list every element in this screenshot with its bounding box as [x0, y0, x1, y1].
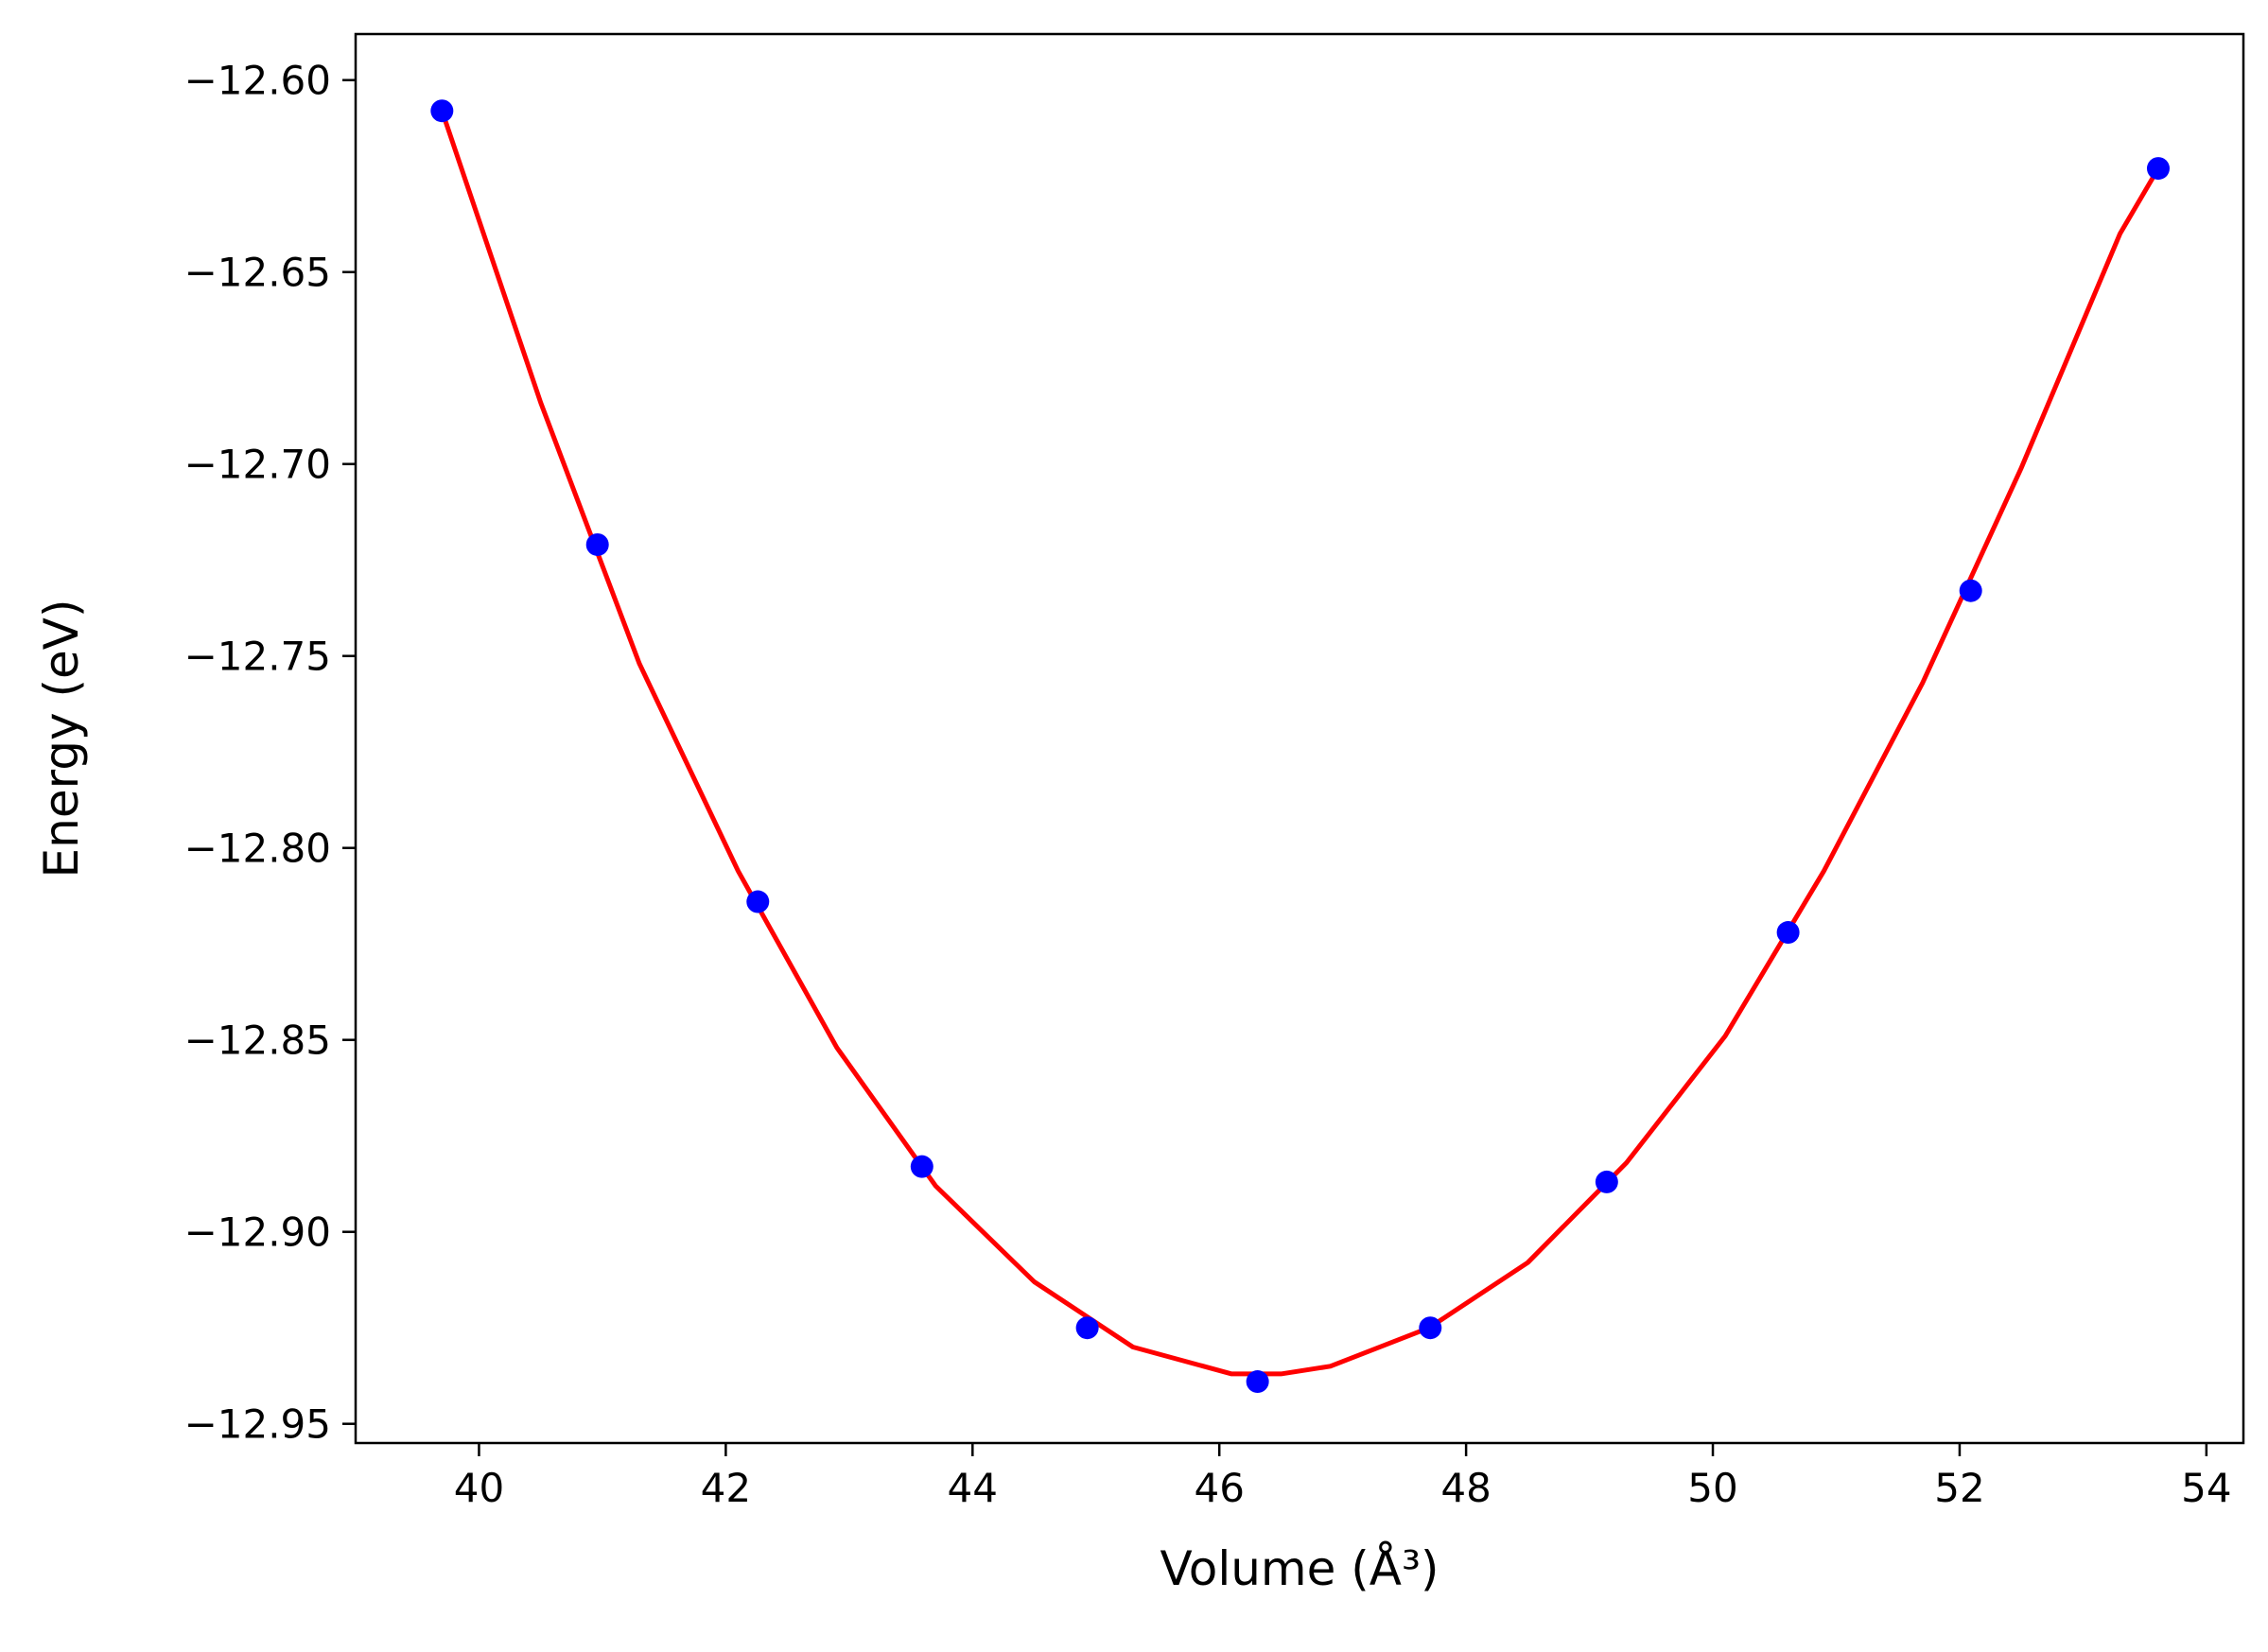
- data-point: [1419, 1316, 1442, 1340]
- x-tick-label: 50: [1687, 1465, 1737, 1511]
- y-tick-label: −12.90: [184, 1209, 331, 1256]
- x-tick-label: 40: [454, 1465, 504, 1511]
- y-tick-label: −12.65: [184, 250, 331, 296]
- data-point: [1246, 1370, 1269, 1394]
- x-tick-label: 52: [1934, 1465, 1984, 1511]
- y-tick-label: −12.80: [184, 826, 331, 872]
- x-tick-label: 48: [1440, 1465, 1491, 1511]
- x-axis-label: Volume (Å³): [1160, 1541, 1439, 1596]
- plot-frame: [354, 32, 2245, 1445]
- y-tick-label: −12.75: [184, 634, 331, 680]
- data-point: [1959, 579, 1982, 602]
- x-tick-label: 44: [948, 1465, 998, 1511]
- y-axis-ticks: −12.60 −12.65 −12.70 −12.75 −12.80 −12.85 −12.…: [184, 58, 356, 1448]
- y-axis-label: Energy (eV): [34, 600, 89, 878]
- x-tick-label: 42: [701, 1465, 751, 1511]
- x-axis-ticks: 40 42 44 46 48 50 52 54: [454, 1443, 2232, 1511]
- x-tick-label: 54: [2181, 1465, 2231, 1511]
- y-tick-label: −12.85: [184, 1017, 331, 1064]
- x-tick-label: 46: [1194, 1465, 1244, 1511]
- data-point: [746, 890, 770, 913]
- data-point: [430, 99, 454, 123]
- data-point: [585, 532, 609, 556]
- y-tick-label: −12.70: [184, 442, 331, 488]
- data-point: [2146, 157, 2170, 181]
- data-point: [910, 1155, 933, 1178]
- series-layer: [430, 99, 2170, 1394]
- data-point: [1075, 1316, 1099, 1340]
- data-point: [1595, 1170, 1618, 1193]
- y-tick-label: −12.60: [184, 58, 331, 104]
- y-tick-label: −12.95: [184, 1401, 331, 1448]
- data-point: [1776, 921, 1800, 945]
